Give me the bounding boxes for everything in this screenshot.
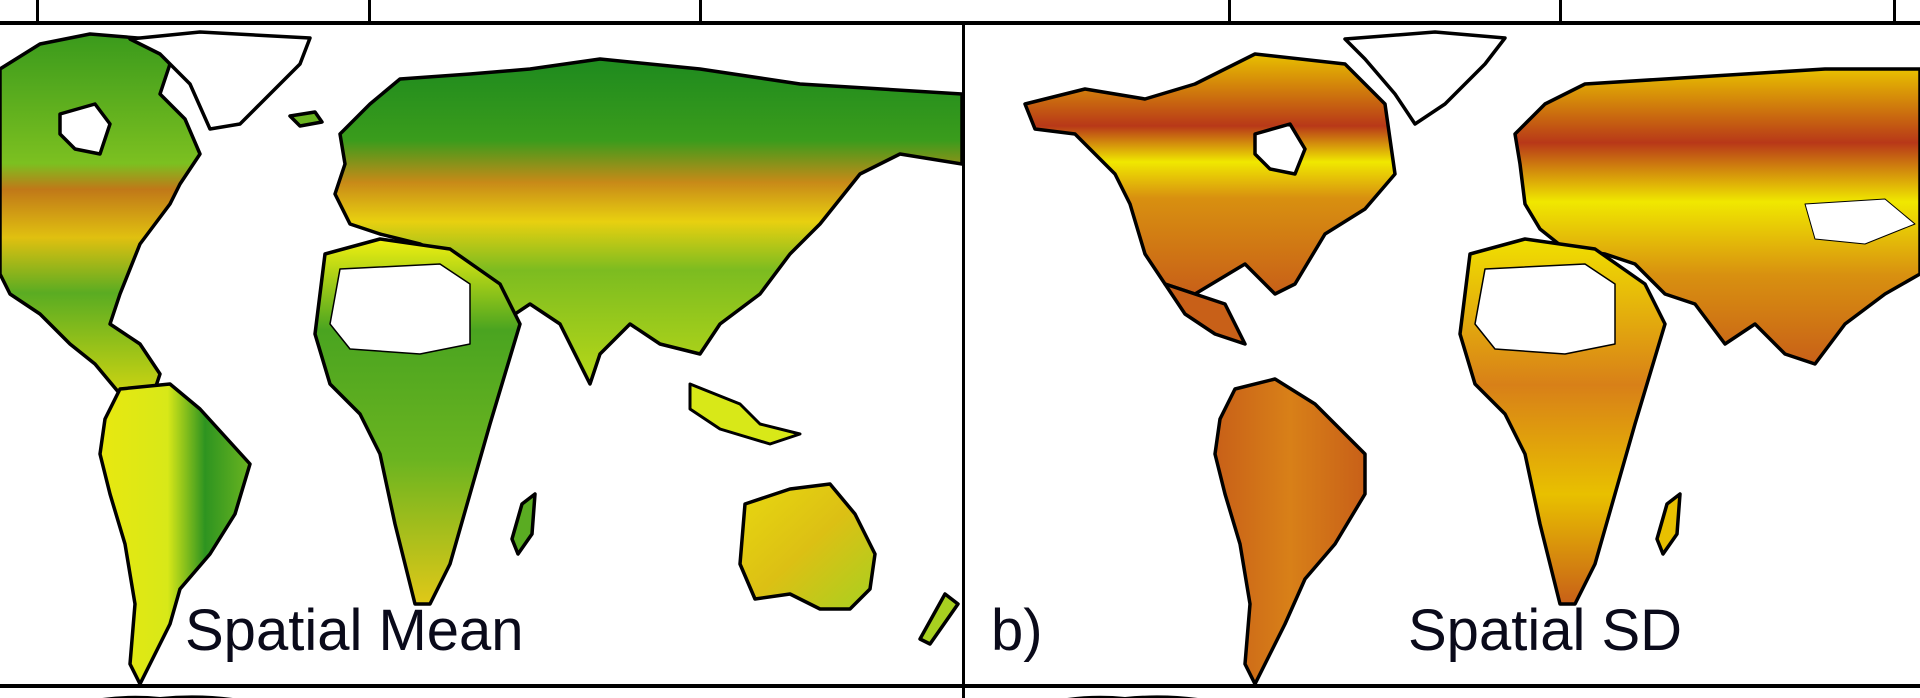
panel-title-spatial-sd: Spatial SD	[1408, 598, 1683, 663]
continent-south-america	[98, 382, 252, 685]
top-cell-divider	[1893, 0, 1896, 22]
panel-title-spatial-mean: Spatial Mean	[185, 598, 524, 663]
world-map-mean	[0, 30, 962, 685]
greenland	[1343, 30, 1507, 126]
bottom-rule	[0, 684, 1920, 688]
map-panel-spatial-sd: b) Spatial SD	[965, 24, 1920, 685]
continent-north-america	[0, 32, 202, 406]
world-map-sd	[1023, 30, 1920, 685]
panel-divider	[962, 21, 965, 698]
southeast-asia-islands	[688, 382, 802, 446]
panel-letter-b: b)	[991, 598, 1043, 663]
continent-south-america	[1213, 377, 1367, 685]
top-cell-divider	[368, 0, 371, 22]
iceland	[288, 110, 324, 128]
hudson-bay	[1253, 122, 1307, 176]
top-strip	[0, 0, 1920, 22]
next-row-map-tops	[102, 695, 1198, 698]
top-cell-divider	[36, 0, 39, 22]
continent-australia	[738, 482, 877, 611]
top-cell-divider	[1228, 0, 1231, 22]
top-cell-divider	[1559, 0, 1562, 22]
sahara-no-data	[1474, 263, 1616, 355]
sahara-no-data	[329, 263, 471, 355]
hudson-bay	[58, 102, 112, 156]
next-row-fragment	[0, 689, 1920, 698]
new-zealand	[918, 592, 960, 646]
map-panel-spatial-mean: Spatial Mean	[0, 24, 962, 685]
top-rule	[0, 21, 1920, 25]
continent-north-america	[1023, 52, 1397, 296]
greenland	[128, 30, 312, 131]
top-cell-divider	[699, 0, 702, 22]
central-america	[1163, 282, 1247, 346]
madagascar	[1655, 492, 1682, 556]
madagascar	[510, 492, 537, 556]
central-asia-no-data	[1804, 198, 1916, 245]
